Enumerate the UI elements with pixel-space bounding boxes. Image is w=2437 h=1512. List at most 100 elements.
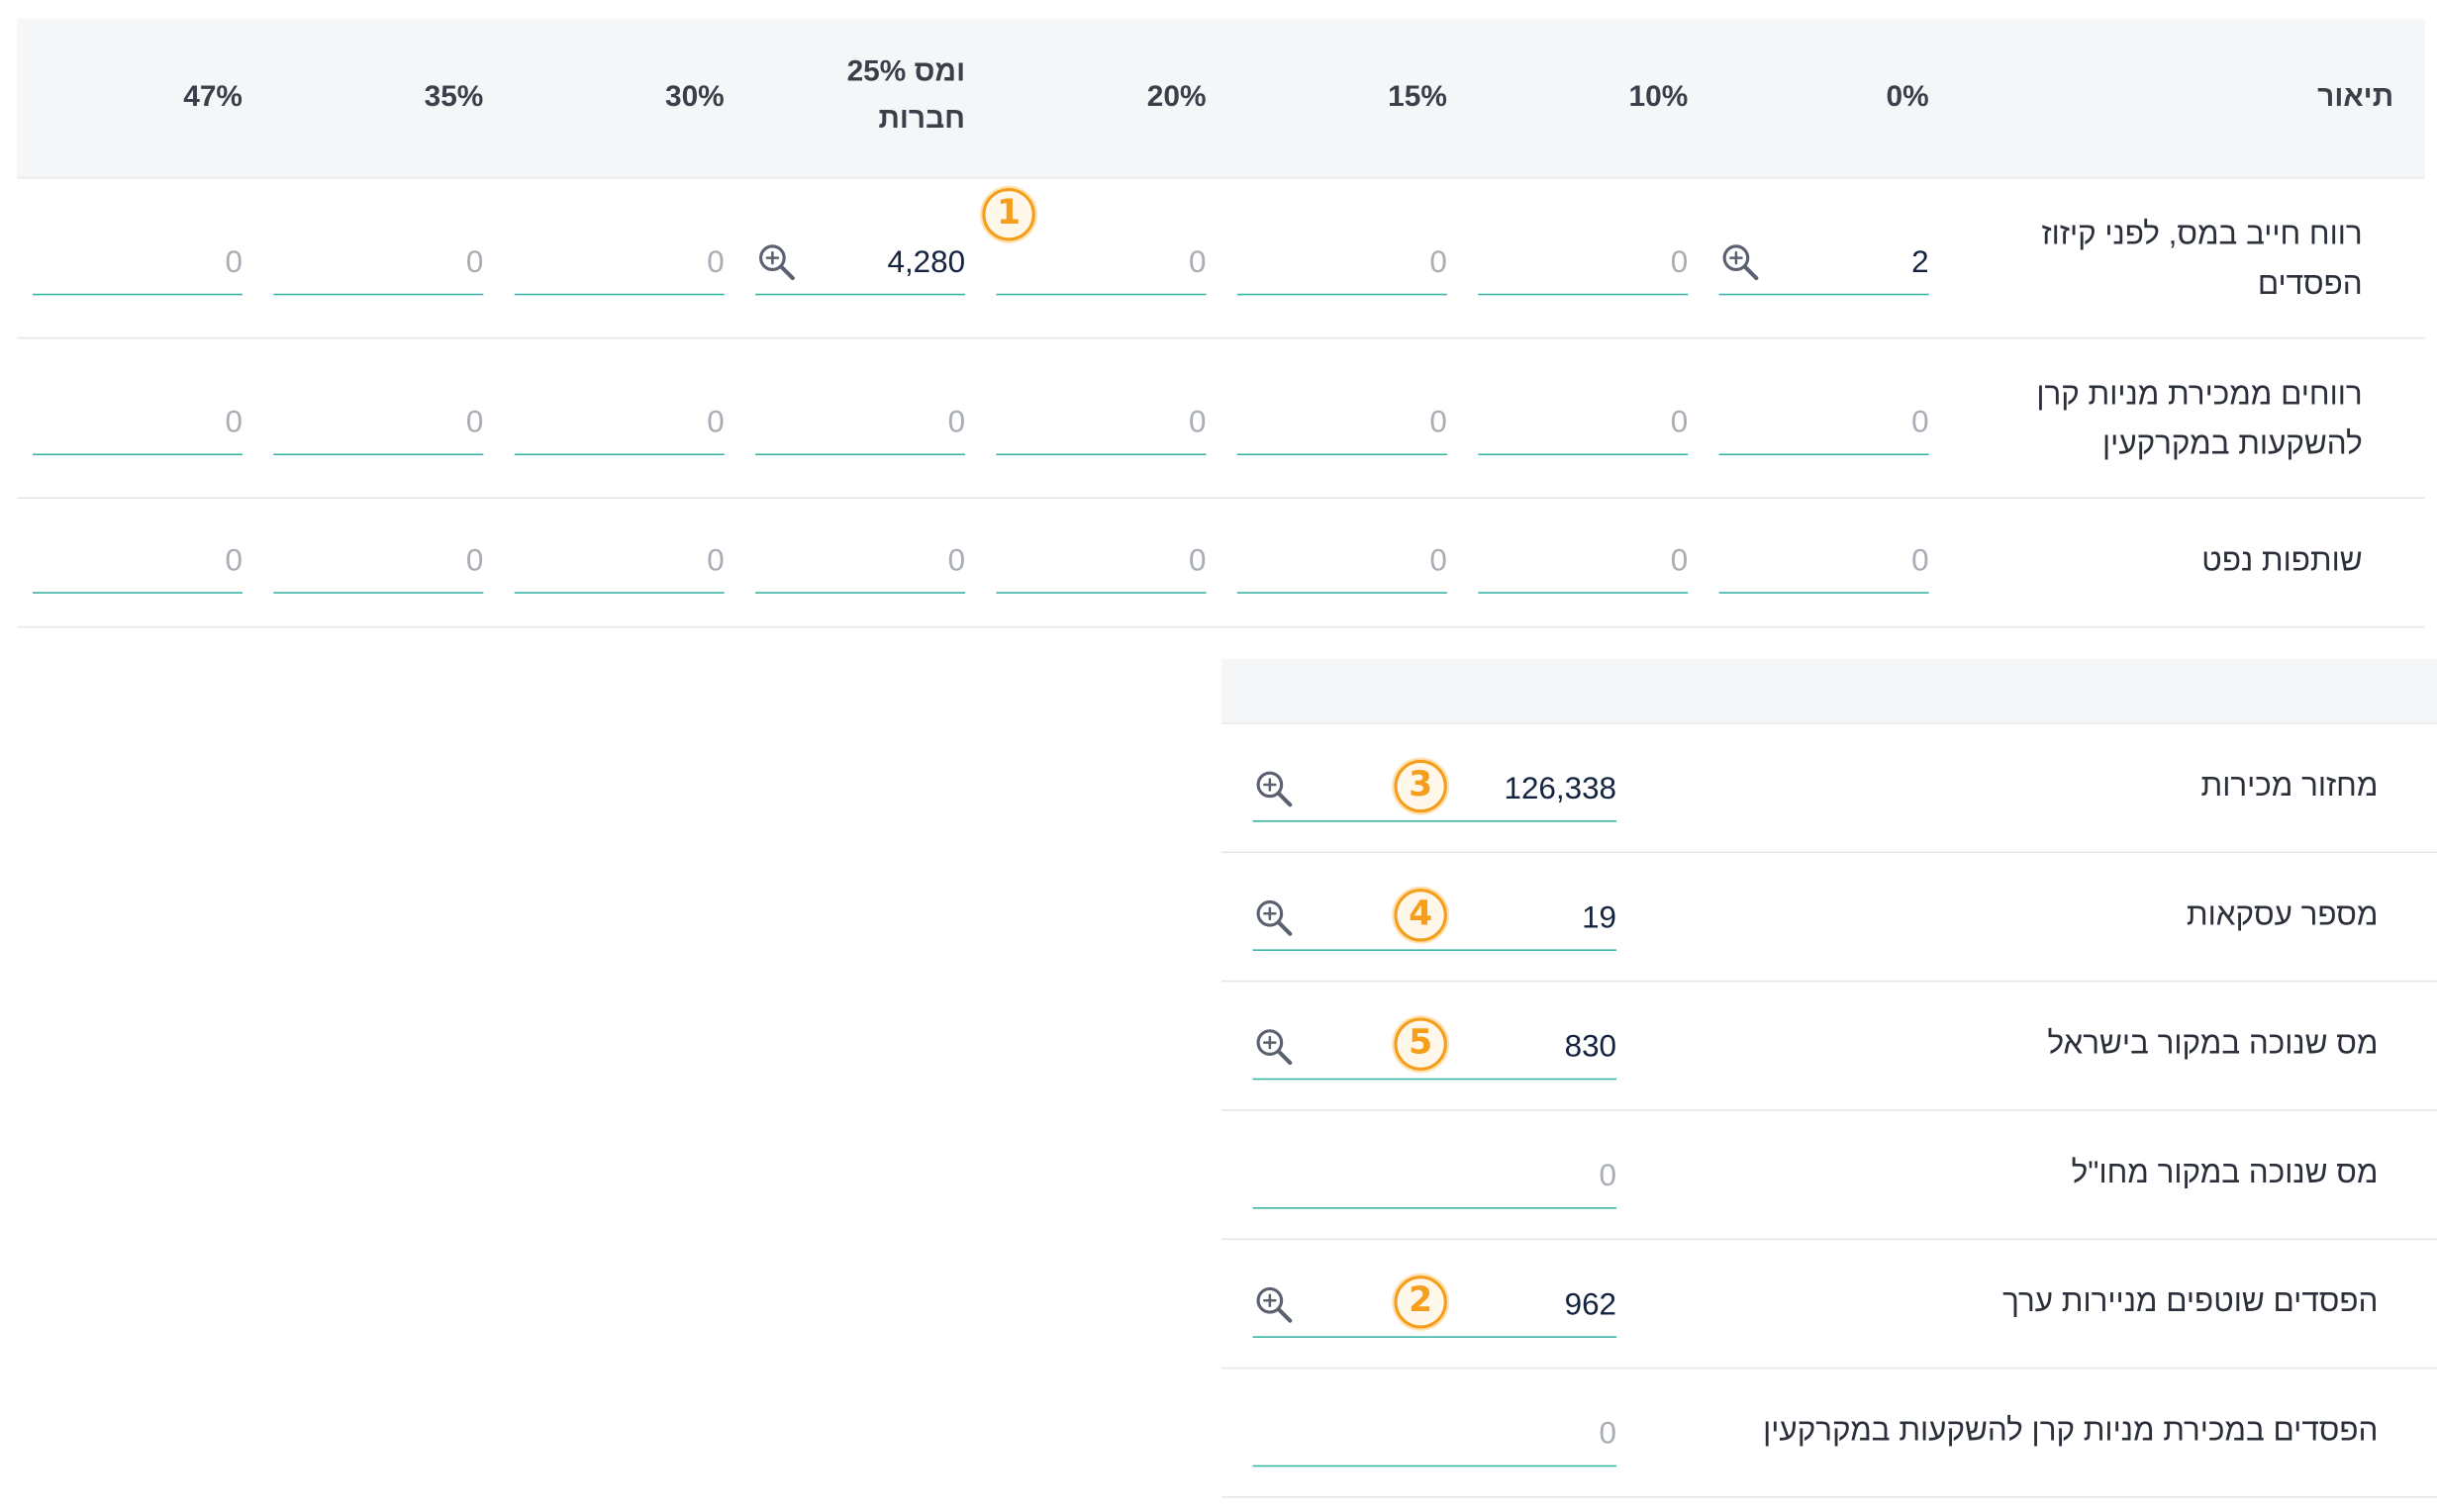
value-field-20[interactable]: 0 <box>996 232 1207 296</box>
col-header-25-corporate: 25% ומס חברות <box>847 49 966 142</box>
callout-badge-5: 5 <box>1394 1017 1447 1071</box>
label-securities-losses: הפסדים שוטפים מניירות ערך <box>2002 1284 2379 1320</box>
field-value: 830 <box>1564 1030 1617 1065</box>
list-item: מס שנוכה במקור בישראל 830 5 <box>1221 982 2437 1111</box>
cell-value: 0 <box>1429 405 1447 440</box>
cell-value: 0 <box>465 405 484 440</box>
field-value: 126,338 <box>1504 772 1617 806</box>
zoom-in-icon[interactable] <box>1253 1025 1297 1069</box>
list-item: מחזור מכירות 126,338 3 <box>1221 724 2437 854</box>
cell-value: 2 <box>1911 245 1929 280</box>
row-label-oil-partnership: שותפות נפט <box>2201 543 2363 579</box>
panel-header <box>1221 658 2437 724</box>
cell-value: 0 <box>225 543 243 579</box>
cell-value: 0 <box>1911 405 1929 440</box>
value-field-47[interactable]: 0 <box>32 232 243 296</box>
col-header-25-line2: חברות <box>878 102 966 136</box>
table-row: רווח חייב במס, לפני קיזוז הפסדים 2 0 0 0… <box>17 179 2425 339</box>
list-item: מס שנוכה במקור מחו"ל 0 <box>1221 1111 2437 1241</box>
field-value: 19 <box>1582 900 1617 936</box>
zoom-in-icon[interactable] <box>1253 897 1297 940</box>
value-field-47[interactable]: 0 <box>32 392 243 456</box>
value-field-15[interactable]: 0 <box>1236 392 1447 456</box>
zoom-in-icon[interactable] <box>1719 240 1763 284</box>
list-item: הפסדים שוטפים מניירות ערך 962 2 <box>1221 1240 2437 1370</box>
table-row: שותפות נפט 0 0 0 0 0 0 0 0 <box>17 499 2425 628</box>
cell-value: 0 <box>1189 405 1207 440</box>
col-header-0: 0% <box>1886 80 1929 114</box>
cell-value: 0 <box>1670 543 1689 579</box>
securities-losses-field[interactable]: 962 <box>1252 1275 1617 1338</box>
value-field-0[interactable]: 0 <box>1718 529 1929 594</box>
label-withholding-abroad: מס שנוכה במקור מחו"ל <box>2071 1156 2379 1190</box>
cell-value: 0 <box>947 405 966 440</box>
value-field-47[interactable]: 0 <box>32 529 243 594</box>
field-value: 0 <box>1599 1417 1617 1452</box>
callout-badge-1: 1 <box>982 187 1035 241</box>
callout-badge-3: 3 <box>1394 759 1447 813</box>
col-header-10: 10% <box>1628 80 1689 114</box>
value-field-15[interactable]: 0 <box>1236 232 1447 296</box>
cell-value: 0 <box>465 543 484 579</box>
value-field-10[interactable]: 0 <box>1478 232 1689 296</box>
withholding-israel-field[interactable]: 830 <box>1252 1016 1617 1081</box>
col-header-47: 47% <box>183 80 243 114</box>
label-withholding-israel: מס שנוכה במקור בישראל <box>2047 1026 2379 1062</box>
cell-value: 0 <box>947 543 966 579</box>
table-header: תיאור 0% 10% 15% 20% 25% ומס חברות 30% 3… <box>17 18 2425 179</box>
reit-losses-field[interactable]: 0 <box>1252 1403 1617 1467</box>
col-header-25-line1: 25% ומס <box>846 55 966 89</box>
callout-badge-2: 2 <box>1394 1276 1447 1329</box>
value-field-25[interactable]: 0 <box>755 392 966 456</box>
cell-value: 0 <box>225 245 243 280</box>
zoom-in-icon[interactable] <box>755 240 799 284</box>
field-value: 0 <box>1599 1159 1617 1193</box>
value-field-10[interactable]: 0 <box>1478 392 1689 456</box>
cell-value: 0 <box>465 245 484 280</box>
row-label-taxable-profit: רווח חייב במס, לפני קיזוז הפסדים <box>2041 217 2363 302</box>
list-item: מספר עסקאות 19 4 <box>1221 853 2437 983</box>
value-field-10[interactable]: 0 <box>1478 529 1689 594</box>
value-field-15[interactable]: 0 <box>1236 529 1447 594</box>
col-header-30: 30% <box>664 80 725 114</box>
tax-rates-table: תיאור 0% 10% 15% 20% 25% ומס חברות 30% 3… <box>17 18 2425 628</box>
cell-value: 4,280 <box>887 245 966 280</box>
cell-value: 0 <box>1429 245 1447 280</box>
value-field-30[interactable]: 0 <box>514 529 725 594</box>
summary-panel: מחזור מכירות 126,338 3 מספר עסקאות 19 4 … <box>1221 658 2437 1498</box>
cell-value: 0 <box>1670 405 1689 440</box>
value-field-25[interactable]: 0 <box>755 529 966 594</box>
row-label-reit-gains: רווחים ממכירת מניות קרן להשקעות במקרקעין <box>2036 377 2363 462</box>
sales-turnover-field[interactable]: 126,338 <box>1252 758 1617 822</box>
withholding-abroad-field[interactable]: 0 <box>1252 1145 1617 1209</box>
label-sales-turnover: מחזור מכירות <box>2200 769 2379 803</box>
value-field-35[interactable]: 0 <box>273 392 484 456</box>
value-field-30[interactable]: 0 <box>514 392 725 456</box>
cell-value: 0 <box>1911 543 1929 579</box>
cell-value: 0 <box>1670 245 1689 280</box>
transactions-count-field[interactable]: 19 <box>1252 888 1617 951</box>
value-field-25[interactable]: 4,280 <box>755 232 966 296</box>
zoom-in-icon[interactable] <box>1253 1283 1297 1327</box>
col-header-35: 35% <box>424 80 484 114</box>
zoom-in-icon[interactable] <box>1253 768 1297 811</box>
label-reit-losses: הפסדים במכירת מניות קרן להשקעות במקרקעין <box>1763 1413 2379 1449</box>
cell-value: 0 <box>225 405 243 440</box>
value-field-35[interactable]: 0 <box>273 232 484 296</box>
value-field-20[interactable]: 0 <box>996 529 1207 594</box>
cell-value: 0 <box>707 245 725 280</box>
cell-value: 0 <box>1189 245 1207 280</box>
cell-value: 0 <box>1189 543 1207 579</box>
value-field-0[interactable]: 0 <box>1718 392 1929 456</box>
col-header-15: 15% <box>1388 80 1447 114</box>
cell-value: 0 <box>707 543 725 579</box>
table-row: רווחים ממכירת מניות קרן להשקעות במקרקעין… <box>17 338 2425 500</box>
value-field-35[interactable]: 0 <box>273 529 484 594</box>
col-header-20: 20% <box>1146 80 1207 114</box>
value-field-30[interactable]: 0 <box>514 232 725 296</box>
callout-badge-4: 4 <box>1394 889 1447 942</box>
col-header-description: תיאור <box>2317 80 2394 114</box>
list-item: הפסדים במכירת מניות קרן להשקעות במקרקעין… <box>1221 1369 2437 1498</box>
value-field-0[interactable]: 2 <box>1718 232 1929 296</box>
value-field-20[interactable]: 0 <box>996 392 1207 456</box>
